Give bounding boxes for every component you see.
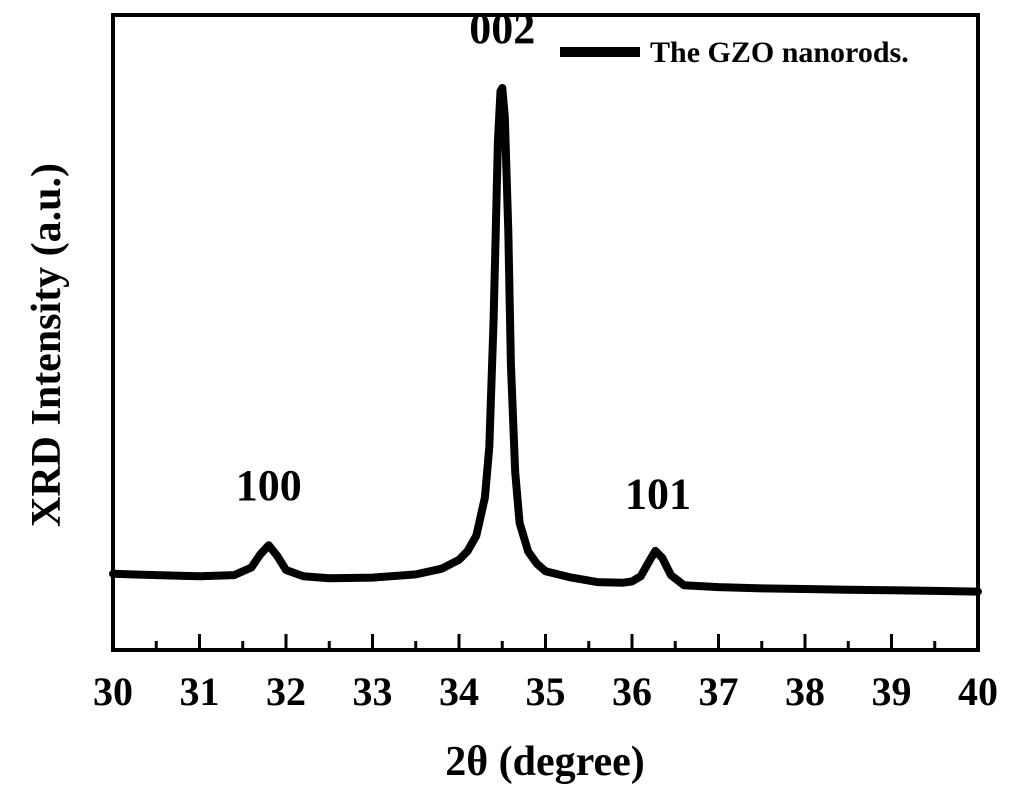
x-tick-label: 39 <box>872 669 912 714</box>
y-axis-title: XRD Intensity (a.u.) <box>24 163 70 527</box>
x-axis-title: 2θ (degree) <box>445 739 645 785</box>
peak-label: 101 <box>625 470 691 519</box>
x-tick-label: 33 <box>353 669 393 714</box>
x-tick-label: 38 <box>785 669 825 714</box>
x-tick-label: 32 <box>266 669 306 714</box>
peak-label: 002 <box>469 4 535 53</box>
legend-label: The GZO nanorods. <box>650 36 909 69</box>
peak-labels: 100 002 101 <box>236 4 691 519</box>
legend: The GZO nanorods. <box>560 36 909 69</box>
x-tick-label: 35 <box>526 669 566 714</box>
x-tick-label: 36 <box>612 669 652 714</box>
plot-frame <box>111 13 980 652</box>
series-line-gzo-nanorods <box>109 84 982 596</box>
x-tick-label: 40 <box>958 669 998 714</box>
x-axis-ticks <box>154 634 937 650</box>
x-tick-label: 31 <box>180 669 220 714</box>
x-tick-label: 37 <box>699 669 739 714</box>
x-axis-tick-labels: 30 31 32 33 34 35 36 37 38 39 40 <box>93 669 998 714</box>
peak-label: 100 <box>236 461 302 510</box>
x-tick-label: 30 <box>93 669 133 714</box>
x-tick-label: 34 <box>439 669 479 714</box>
